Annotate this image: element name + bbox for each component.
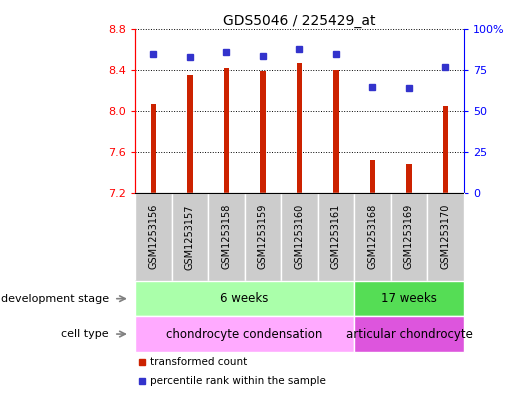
Bar xyxy=(260,71,266,193)
Text: 6 weeks: 6 weeks xyxy=(220,292,269,305)
Text: GSM1253170: GSM1253170 xyxy=(440,204,450,270)
Bar xyxy=(245,193,281,281)
Bar xyxy=(354,281,464,316)
Text: 17 weeks: 17 weeks xyxy=(381,292,437,305)
Text: chondrocyte condensation: chondrocyte condensation xyxy=(166,327,323,341)
Text: GSM1253168: GSM1253168 xyxy=(367,204,377,270)
Bar xyxy=(135,193,172,281)
Bar xyxy=(427,193,464,281)
Bar xyxy=(354,193,391,281)
Bar xyxy=(187,75,193,193)
Bar xyxy=(370,160,375,193)
Text: development stage: development stage xyxy=(1,294,109,304)
Text: cell type: cell type xyxy=(61,329,109,339)
Bar xyxy=(172,193,208,281)
Text: GSM1253160: GSM1253160 xyxy=(295,204,304,270)
Bar xyxy=(333,70,339,193)
Text: percentile rank within the sample: percentile rank within the sample xyxy=(150,376,326,386)
Bar xyxy=(281,193,317,281)
Text: GSM1253169: GSM1253169 xyxy=(404,204,414,270)
Bar xyxy=(297,63,302,193)
Text: GSM1253158: GSM1253158 xyxy=(222,204,232,270)
Bar xyxy=(151,104,156,193)
Text: GSM1253159: GSM1253159 xyxy=(258,204,268,270)
Bar xyxy=(135,281,354,316)
Text: articular chondrocyte: articular chondrocyte xyxy=(346,327,472,341)
Bar xyxy=(135,316,354,352)
Text: transformed count: transformed count xyxy=(150,357,247,367)
Bar xyxy=(208,193,245,281)
Bar xyxy=(391,193,427,281)
Title: GDS5046 / 225429_at: GDS5046 / 225429_at xyxy=(223,15,376,28)
Text: GSM1253161: GSM1253161 xyxy=(331,204,341,270)
Bar xyxy=(406,164,412,193)
Bar xyxy=(354,316,464,352)
Text: GSM1253157: GSM1253157 xyxy=(185,204,195,270)
Bar xyxy=(317,193,354,281)
Text: GSM1253156: GSM1253156 xyxy=(148,204,158,270)
Bar xyxy=(224,68,229,193)
Bar xyxy=(443,106,448,193)
